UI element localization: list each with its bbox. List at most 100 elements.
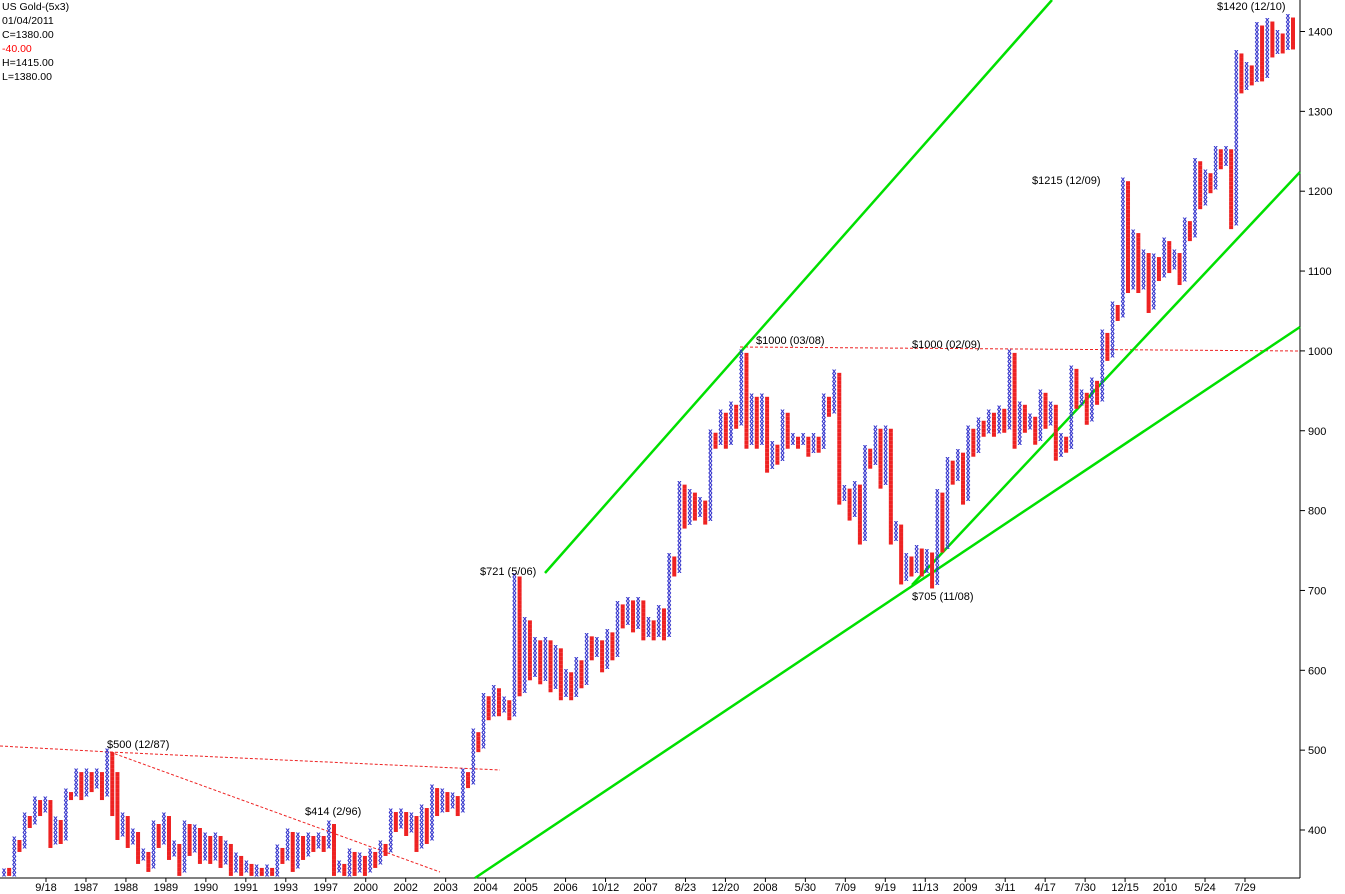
x-box: x	[935, 559, 940, 567]
x-box: x	[182, 834, 187, 842]
x-box: x	[213, 842, 218, 850]
o-box	[156, 824, 161, 829]
x-box: x	[914, 543, 919, 551]
o-box	[27, 820, 32, 825]
o-box	[218, 863, 223, 868]
x-box: x	[945, 471, 950, 479]
x-box: x	[1224, 148, 1229, 156]
price-annotation: $414 (2/96)	[305, 806, 361, 818]
x-box: x	[1193, 176, 1198, 184]
o-column	[899, 524, 904, 585]
o-box	[1270, 29, 1275, 34]
o-column	[692, 492, 697, 521]
x-box: x	[1182, 232, 1187, 240]
x-box: x	[1069, 383, 1074, 391]
x-box: x	[615, 651, 620, 659]
o-box	[1177, 281, 1182, 286]
x-box: x	[1131, 228, 1136, 236]
x-box: x	[1203, 184, 1208, 192]
x-box: x	[564, 675, 569, 683]
x-box: x	[512, 635, 517, 643]
x-box: x	[1182, 244, 1187, 252]
o-box	[991, 428, 996, 433]
o-column	[311, 835, 316, 852]
o-box	[806, 448, 811, 453]
x-box: x	[780, 411, 785, 419]
o-box	[538, 640, 543, 645]
o-box	[496, 700, 501, 705]
x-box: x	[388, 830, 393, 838]
o-box	[837, 404, 842, 409]
o-box	[548, 648, 553, 653]
x-box: x	[811, 439, 816, 447]
o-box	[1239, 81, 1244, 86]
o-box	[249, 867, 254, 872]
x-box: x	[636, 615, 641, 623]
x-box: x	[512, 627, 517, 635]
o-box	[692, 516, 697, 521]
x-box: x	[162, 815, 167, 823]
x-box: x	[945, 543, 950, 551]
o-box	[950, 464, 955, 469]
x-box: x	[780, 407, 785, 415]
x-box: x	[378, 842, 383, 850]
x-box: x	[739, 395, 744, 403]
x-box: x	[213, 830, 218, 838]
x-box: x	[471, 743, 476, 751]
x-box: x	[512, 595, 517, 603]
o-box	[290, 863, 295, 868]
x-box: x	[151, 854, 156, 862]
x-box: x	[574, 659, 579, 667]
x-box: x	[832, 383, 837, 391]
x-box: x	[873, 443, 878, 451]
x-box: x	[12, 846, 17, 854]
x-box: x	[987, 419, 992, 427]
o-box	[362, 855, 367, 860]
o-box	[115, 804, 120, 809]
x-box: x	[1007, 395, 1012, 403]
x-box: x	[22, 819, 27, 827]
o-box	[1053, 444, 1058, 449]
x-box: x	[368, 866, 373, 874]
y-tick-label: 1300	[1308, 106, 1332, 118]
x-box: x	[450, 795, 455, 803]
o-box	[692, 504, 697, 509]
x-box: x	[1255, 48, 1260, 56]
x-box: x	[1265, 68, 1270, 76]
o-box	[1229, 205, 1234, 210]
o-box	[569, 696, 574, 701]
x-box: x	[935, 539, 940, 547]
x-box: x	[1059, 439, 1064, 447]
x-box: x	[522, 683, 527, 691]
x-box: x	[1110, 299, 1115, 307]
o-box	[981, 420, 986, 425]
o-column	[1249, 65, 1254, 86]
x-box: x	[1265, 72, 1270, 80]
o-box	[1033, 428, 1038, 433]
x-box: x	[1090, 407, 1095, 415]
o-box	[1187, 229, 1192, 234]
x-box: x	[574, 663, 579, 671]
x-box: x	[1193, 172, 1198, 180]
x-box: x	[450, 791, 455, 799]
x-box: x	[388, 846, 393, 854]
x-box: x	[1131, 280, 1136, 288]
o-box	[527, 660, 532, 665]
x-box: x	[162, 830, 167, 838]
x-box: x	[760, 411, 765, 419]
price-annotation: $705 (11/08)	[912, 591, 974, 603]
o-box	[579, 684, 584, 689]
o-box	[99, 784, 104, 789]
x-box: x	[945, 475, 950, 483]
o-box	[99, 788, 104, 793]
o-box	[373, 863, 378, 868]
trendline	[544, 0, 1053, 574]
o-box	[48, 839, 53, 844]
o-box	[1126, 241, 1131, 246]
o-box	[1002, 408, 1007, 413]
